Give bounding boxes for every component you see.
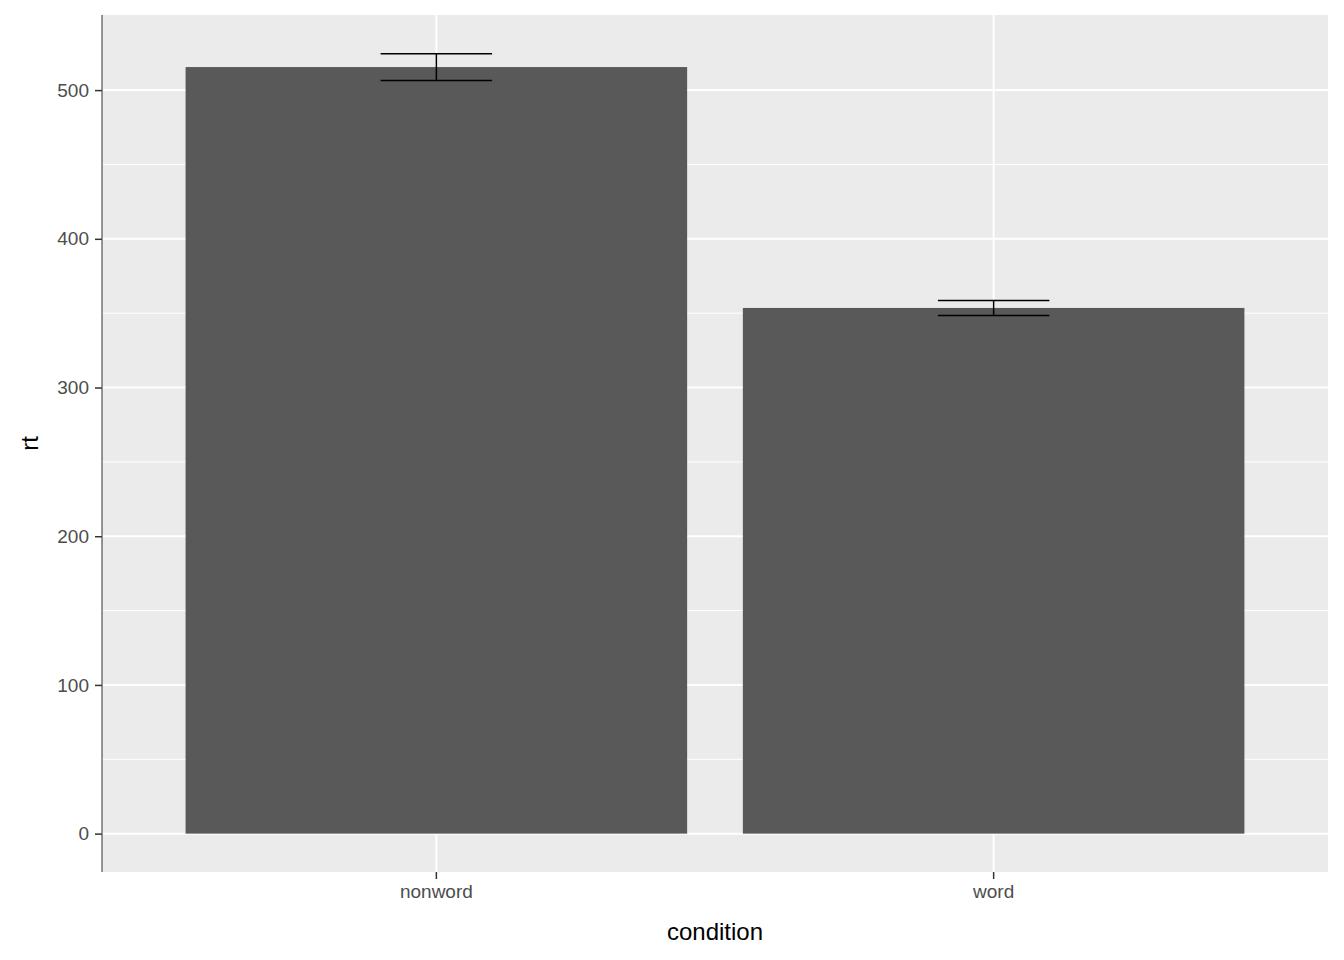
marks — [186, 54, 1245, 834]
chart: 0 100 200 300 400 500 nonword word condition rt — [0, 0, 1344, 960]
y-tick-label: 100 — [57, 675, 89, 696]
grid — [102, 15, 1328, 872]
y-axis-title: rt — [16, 436, 43, 451]
bar — [743, 308, 1245, 834]
x-tick-label: nonword — [400, 881, 473, 902]
y-tick-mark — [95, 239, 102, 241]
x-tick: word — [972, 872, 1014, 902]
background — [0, 0, 1344, 960]
y-axis-line — [102, 15, 103, 872]
y-axis: 0 100 200 300 400 500 — [57, 15, 102, 872]
x-axis-title: condition — [667, 918, 763, 945]
error-bar — [938, 301, 1049, 316]
x-axis: nonword word — [400, 872, 1014, 902]
plot-panel — [102, 15, 1328, 872]
y-tick-mark — [95, 387, 102, 389]
y-tick-mark — [95, 536, 102, 538]
y-tick: 400 — [57, 228, 102, 249]
y-tick-label: 300 — [57, 377, 89, 398]
x-tick-mark — [436, 872, 438, 879]
y-tick: 0 — [78, 823, 102, 844]
y-tick-label: 0 — [78, 823, 89, 844]
y-tick-label: 400 — [57, 228, 89, 249]
y-tick-mark — [95, 833, 102, 835]
y-tick: 300 — [57, 377, 102, 398]
y-tick: 500 — [57, 80, 102, 101]
y-tick: 100 — [57, 675, 102, 696]
error-bar — [381, 54, 492, 81]
x-tick: nonword — [400, 872, 473, 902]
x-tick-mark — [993, 872, 995, 879]
y-tick-mark — [95, 685, 102, 687]
y-tick-label: 200 — [57, 526, 89, 547]
y-tick-label: 500 — [57, 80, 89, 101]
x-tick-label: word — [972, 881, 1014, 902]
y-tick-mark — [95, 90, 102, 92]
bar — [186, 67, 688, 834]
y-tick: 200 — [57, 526, 102, 547]
